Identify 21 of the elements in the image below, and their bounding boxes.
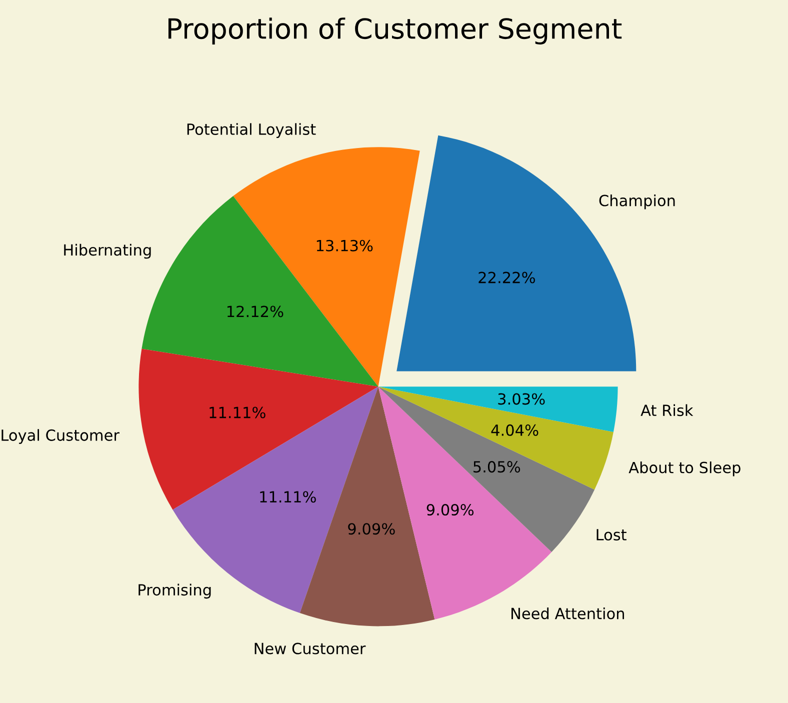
slice-label: Loyal Customer — [2, 429, 120, 444]
data-label: 22.22% — [478, 272, 535, 284]
data-label: 4.04% — [491, 424, 538, 436]
slice-label: Need Attention — [511, 607, 624, 620]
slice-label: Promising — [138, 584, 211, 599]
slice-label: About to Sleep — [628, 461, 740, 476]
slice-label: Potential Loyalist — [187, 123, 316, 138]
data-label: 9.09% — [348, 523, 395, 535]
slice-label: Champion — [599, 194, 675, 210]
slice-label: Hibernating — [64, 244, 151, 259]
data-label: 9.09% — [426, 504, 474, 516]
slice-label: New Customer — [254, 642, 366, 654]
data-label: 11.11% — [210, 406, 266, 418]
data-label: 3.03% — [498, 393, 545, 405]
chart-title: Proportion of Customer Segment — [168, 18, 622, 44]
data-label: 13.13% — [316, 240, 373, 252]
slice-label: Lost — [596, 529, 626, 541]
slice-label: At Risk — [640, 404, 694, 416]
data-label: 5.05% — [474, 461, 520, 473]
data-label: 11.11% — [260, 491, 316, 503]
data-label: 12.12% — [227, 306, 284, 318]
